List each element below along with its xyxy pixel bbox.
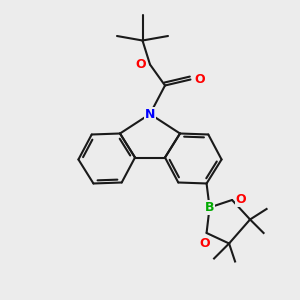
Text: O: O: [135, 58, 146, 71]
Text: B: B: [205, 201, 214, 214]
Text: O: O: [194, 73, 205, 86]
Text: O: O: [200, 237, 210, 250]
Text: O: O: [236, 194, 246, 206]
Text: N: N: [145, 107, 155, 121]
